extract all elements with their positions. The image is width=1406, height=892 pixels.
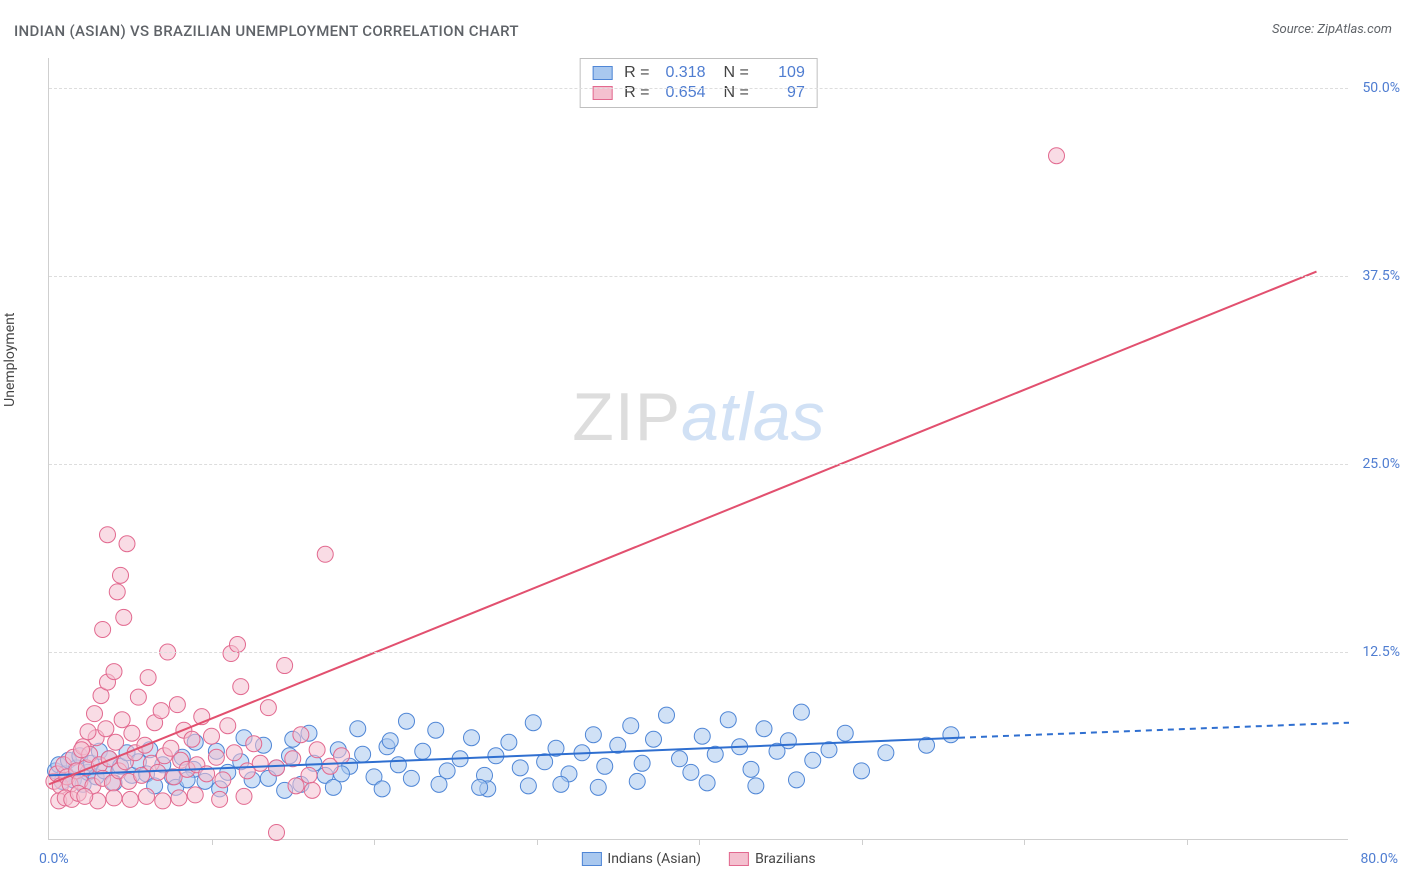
y-tick-label: 50.0% bbox=[1362, 80, 1400, 96]
x-tick bbox=[1024, 839, 1025, 845]
trend-line bbox=[49, 738, 959, 776]
source-credit: Source: ZipAtlas.com bbox=[1272, 22, 1392, 37]
x-tick bbox=[1187, 839, 1188, 845]
x-axis-min-label: 0.0% bbox=[39, 851, 69, 867]
legend-label: Indians (Asian) bbox=[607, 851, 701, 867]
stat-n-label: N = bbox=[724, 64, 749, 82]
stat-n-value: 97 bbox=[757, 84, 805, 102]
x-tick bbox=[699, 839, 700, 845]
stats-legend-box: R = 0.318 N = 109 R = 0.654 N = 97 bbox=[579, 58, 818, 108]
chart-title: INDIAN (ASIAN) VS BRAZILIAN UNEMPLOYMENT… bbox=[14, 22, 519, 40]
stat-r-value: 0.318 bbox=[658, 64, 706, 82]
x-tick bbox=[374, 839, 375, 845]
legend-swatch bbox=[581, 852, 601, 866]
stat-n-value: 109 bbox=[757, 64, 805, 82]
x-axis-max-label: 80.0% bbox=[1360, 851, 1398, 867]
x-tick bbox=[212, 839, 213, 845]
series-swatch bbox=[592, 66, 612, 80]
stat-r-label: R = bbox=[624, 64, 649, 82]
y-axis-label: Unemployment bbox=[2, 313, 18, 407]
y-tick-label: 12.5% bbox=[1362, 644, 1400, 660]
gridline bbox=[49, 652, 1348, 653]
legend-swatch bbox=[729, 852, 749, 866]
stat-r-label: R = bbox=[624, 84, 649, 102]
trend-line-extrapolation bbox=[959, 723, 1349, 738]
gridline bbox=[49, 88, 1348, 89]
plot-area: ZIPatlas R =0.318N =109R =0.654N =97 0.0… bbox=[48, 58, 1348, 840]
y-tick-label: 25.0% bbox=[1362, 456, 1400, 472]
bottom-legend: Indians (Asian) Brazilians bbox=[581, 851, 815, 867]
stats-row: R = 0.318 N = 109 bbox=[592, 63, 805, 83]
gridline bbox=[49, 276, 1348, 277]
y-tick-label: 37.5% bbox=[1362, 268, 1400, 284]
stat-r-value: 0.654 bbox=[658, 84, 706, 102]
legend-item: Brazilians bbox=[729, 851, 816, 867]
trend-line bbox=[49, 272, 1317, 785]
stats-row: R = 0.654 N = 97 bbox=[592, 83, 805, 103]
gridline bbox=[49, 464, 1348, 465]
x-tick bbox=[537, 839, 538, 845]
trend-line-layer bbox=[49, 58, 1348, 839]
legend-item: Indians (Asian) bbox=[581, 851, 701, 867]
legend-label: Brazilians bbox=[755, 851, 816, 867]
x-tick bbox=[862, 839, 863, 845]
stat-n-label: N = bbox=[724, 84, 749, 102]
